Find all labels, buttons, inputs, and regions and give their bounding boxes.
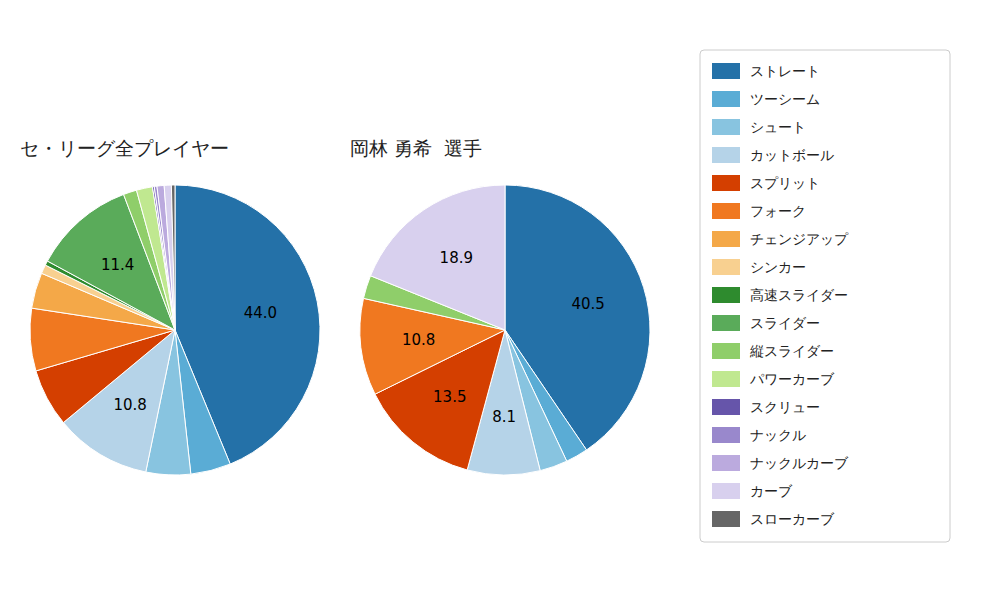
data-labels: 44.0 10.8 11.4 <box>101 256 277 414</box>
chart-canvas: セ・リーグ全プレイヤーストレートツーシームシュートカットボールスプリットフォーク… <box>0 0 1000 600</box>
data-label: 10.8 <box>402 331 435 349</box>
legend-swatch <box>712 343 740 359</box>
data-labels: 40.5 8.1 13.5 10.8 18.9 <box>402 249 605 426</box>
pie-slice: ナックルカーブ <box>157 185 175 330</box>
legend-swatch <box>712 483 740 499</box>
legend-swatch <box>712 63 740 79</box>
legend-entry: パワーカーブ <box>749 371 835 387</box>
legend-swatch <box>712 203 740 219</box>
data-label: 13.5 <box>433 388 466 406</box>
chart-title: 岡林 勇希 選手 <box>350 137 482 159</box>
slices: ストレートツーシームシュートカットボールスプリットフォーク縦スライダーカーブ <box>360 185 650 475</box>
legend-entry: ナックルカーブ <box>750 455 849 471</box>
legend-entry: チェンジアップ <box>750 231 849 247</box>
legend-frame <box>700 50 950 542</box>
chart-title: セ・リーグ全プレイヤー <box>20 137 229 159</box>
legend-swatch <box>712 231 740 247</box>
pie-slice: カーブ <box>164 185 175 330</box>
pie-chart: 岡林 勇希 選手ストレートツーシームシュートカットボールスプリットフォーク縦スラ… <box>350 137 650 475</box>
legend-swatch <box>712 371 740 387</box>
legend-entry: スライダー <box>750 315 820 331</box>
data-label: 18.9 <box>440 249 473 267</box>
legend-swatch <box>712 455 740 471</box>
legend-swatch <box>712 119 740 135</box>
legend-swatch <box>712 287 740 303</box>
pie-slice: カーブ <box>371 185 505 330</box>
data-label: 8.1 <box>492 408 516 426</box>
legend-entry: ナックル <box>750 427 806 443</box>
legend-entry: シンカー <box>750 259 806 275</box>
legend-entry: シュート <box>750 119 806 135</box>
legend-entry: フォーク <box>750 203 806 219</box>
legend-entry: 縦スライダー <box>749 343 834 359</box>
pie-chart: セ・リーグ全プレイヤーストレートツーシームシュートカットボールスプリットフォーク… <box>20 137 320 475</box>
legend-entry: スプリット <box>750 175 820 191</box>
data-label: 40.5 <box>571 295 604 313</box>
data-label: 44.0 <box>244 304 277 322</box>
legend-swatch <box>712 399 740 415</box>
legend-entry: スローカーブ <box>750 511 835 527</box>
legend-swatch <box>712 511 740 527</box>
legend-swatch <box>712 175 740 191</box>
page: {"chart_data": [ {"type": "pie", "title"… <box>0 0 1000 600</box>
legend-entry: 高速スライダー <box>750 287 848 303</box>
legend-swatch <box>712 91 740 107</box>
data-label: 10.8 <box>114 396 147 414</box>
legend-entry: ストレート <box>750 63 820 79</box>
legend: ストレートツーシームシュートカットボールスプリットフォークチェンジアップシンカー… <box>700 50 950 542</box>
legend-entry: カーブ <box>750 483 793 499</box>
legend-entry: カットボール <box>750 147 834 163</box>
legend-swatch <box>712 147 740 163</box>
legend-swatch <box>712 427 740 443</box>
pie-slice: スローカーブ <box>171 185 175 330</box>
slices: ストレートツーシームシュートカットボールスプリットフォークチェンジアップシンカー… <box>30 185 320 475</box>
legend-entry: ツーシーム <box>750 91 820 107</box>
data-label: 11.4 <box>101 256 134 274</box>
legend-swatch <box>712 315 740 331</box>
legend-entry: スクリュー <box>750 399 820 415</box>
legend-swatch <box>712 259 740 275</box>
